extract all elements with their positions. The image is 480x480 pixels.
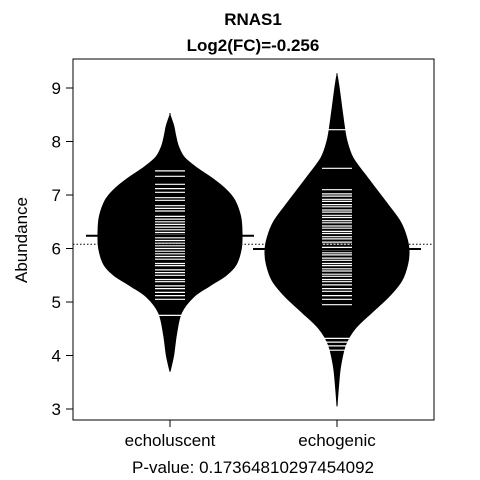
x-axis: echoluscent echogenic: [125, 420, 376, 450]
beans-layer: [86, 73, 421, 407]
y-tick-label: 3: [52, 400, 61, 419]
y-tick-label: 8: [52, 133, 61, 152]
y-tick-label: 5: [52, 293, 61, 312]
y-tick-label: 9: [52, 79, 61, 98]
bean-echoluscent: [97, 112, 243, 372]
y-axis: 3 4 5 6 7 8 9: [52, 79, 73, 419]
x-tick-label-echoluscent: echoluscent: [125, 431, 216, 450]
bean-echogenic: [264, 73, 410, 407]
chart-title: RNAS1: [224, 10, 282, 29]
x-axis-label: P-value: 0.17364810297454092: [132, 458, 374, 477]
chart-subtitle: Log2(FC)=-0.256: [187, 36, 320, 55]
plot-frame: [72, 58, 435, 421]
y-tick-label: 4: [52, 347, 61, 366]
y-tick-label: 7: [52, 186, 61, 205]
x-tick-label-echogenic: echogenic: [298, 431, 376, 450]
y-axis-label: Abundance: [12, 197, 31, 283]
y-tick-label: 6: [52, 240, 61, 259]
